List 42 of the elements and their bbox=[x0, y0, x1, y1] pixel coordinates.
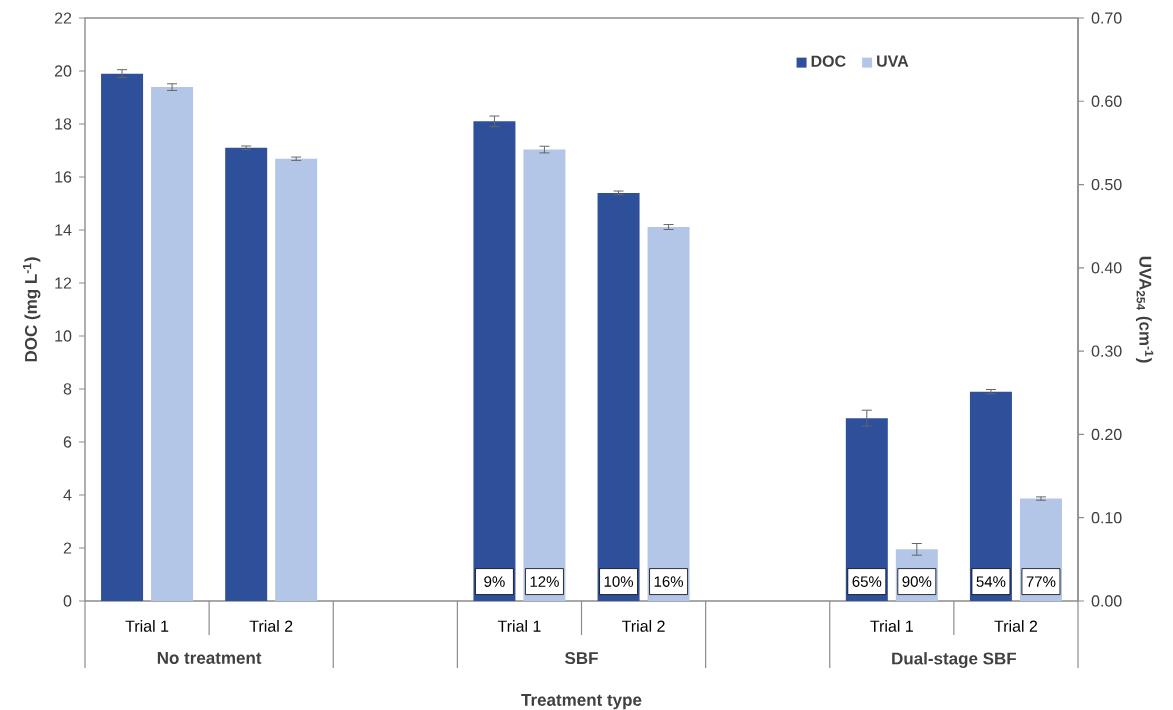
annotation: 54% bbox=[976, 576, 1006, 587]
y2-axis-title: UVA$_{254}$ (cm$^{-1}$) bbox=[1135, 256, 1154, 363]
y2-tick-label: 0.20 bbox=[1091, 428, 1122, 441]
annotation: 90% bbox=[902, 576, 932, 587]
y-tick-label: 18 bbox=[55, 118, 72, 130]
y-tick-label: 16 bbox=[55, 171, 72, 183]
annotation: 12% bbox=[530, 576, 559, 587]
x-tick-label: Trial 1 bbox=[125, 620, 169, 632]
y2-tick-label: 0.10 bbox=[1091, 512, 1122, 524]
y-tick-label: 20 bbox=[54, 65, 72, 77]
annotation: 77% bbox=[1026, 576, 1056, 587]
y-tick-label: 4 bbox=[63, 489, 72, 501]
y-tick-label: 0 bbox=[63, 595, 72, 607]
annotation: 9% bbox=[484, 576, 505, 587]
legend-label: UVA bbox=[877, 55, 909, 67]
y2-tick-label: 0.70 bbox=[1091, 12, 1122, 24]
y2-tick-label: 0.30 bbox=[1091, 345, 1122, 357]
y-tick-label: 12 bbox=[55, 277, 72, 289]
y2-tick-label: 0.60 bbox=[1091, 95, 1122, 107]
y-tick-label: 2 bbox=[63, 542, 72, 554]
text: SBF bbox=[565, 652, 598, 665]
y-axis-title: DOC (mg L$^{-1}$) bbox=[22, 257, 41, 362]
x-axis-title: Treatment type bbox=[521, 694, 642, 710]
annotation: 10% bbox=[604, 576, 634, 587]
text: No treatment bbox=[157, 652, 262, 664]
annotation: 16% bbox=[654, 576, 684, 587]
y-tick-label: 22 bbox=[54, 12, 72, 24]
x-tick-label: Trial 1 bbox=[497, 620, 541, 632]
x-tick-label: Trial 1 bbox=[870, 620, 913, 632]
y-tick-label: 14 bbox=[55, 224, 72, 236]
y2-tick-label: 0.40 bbox=[1091, 262, 1122, 274]
annotation: 65% bbox=[852, 576, 882, 587]
y2-tick-label: 0.00 bbox=[1091, 595, 1122, 607]
x-tick-label: Trial 2 bbox=[994, 620, 1038, 632]
y-tick-label: 10 bbox=[55, 330, 72, 342]
y-tick-label: 6 bbox=[63, 436, 72, 448]
legend-label: DOC bbox=[811, 55, 846, 67]
text: Dual-stage SBF bbox=[892, 652, 1017, 668]
y-tick-label: 8 bbox=[63, 383, 72, 395]
x-tick-label: Trial 2 bbox=[249, 620, 293, 632]
x-tick-label: Trial 2 bbox=[621, 620, 665, 632]
y2-tick-label: 0.50 bbox=[1091, 178, 1122, 191]
